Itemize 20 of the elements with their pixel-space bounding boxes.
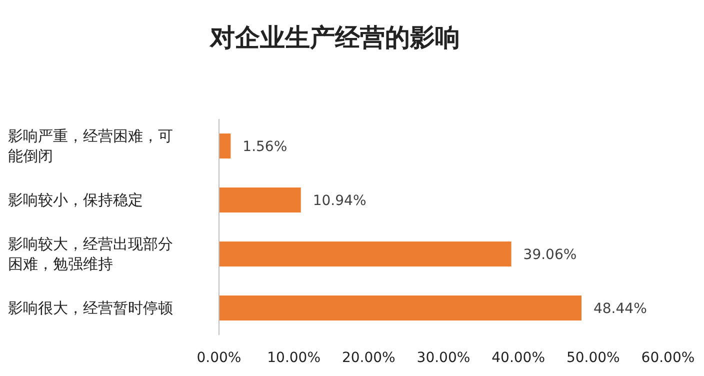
x-tick-label: 60.00% (641, 350, 695, 366)
data-label: 1.56% (242, 139, 288, 155)
x-tick-label: 30.00% (416, 350, 470, 366)
bar (219, 296, 582, 320)
data-label: 10.94% (312, 193, 366, 209)
y-tick-label: 影响较小，保持稳定 (8, 191, 143, 209)
x-tick-label: 20.00% (342, 350, 396, 366)
data-label: 48.44% (593, 301, 647, 317)
x-tick-label: 0.00% (196, 350, 242, 366)
y-tick-label: 影响严重，经营困难，可能倒闭 (8, 127, 173, 165)
x-tick-label: 50.00% (566, 350, 620, 366)
bar (219, 188, 301, 212)
x-tick-label: 10.00% (267, 350, 321, 366)
bar (219, 134, 231, 158)
data-label: 39.06% (523, 247, 577, 263)
y-tick-label: 影响很大，经营暂时停顿 (8, 299, 173, 317)
y-tick-label: 影响较大，经营出现部分困难，勉强维持 (8, 235, 173, 273)
bar (219, 242, 512, 266)
chart-title: 对企业生产经营的影响 (209, 23, 460, 52)
x-tick-label: 40.00% (492, 350, 546, 366)
